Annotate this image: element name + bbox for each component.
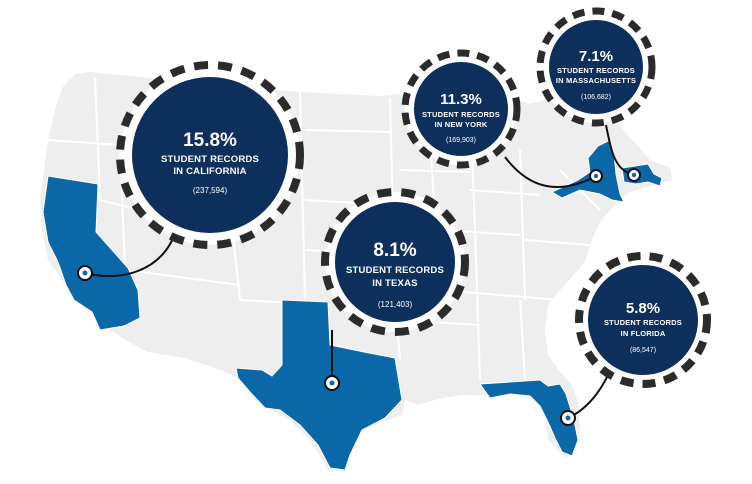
callout-line1: STUDENT RECORDS	[346, 265, 444, 276]
callout-texas: 8.1% STUDENT RECORDS IN TEXAS (121,403)	[321, 188, 469, 336]
state-texas	[235, 299, 403, 471]
callout-percent: 15.8%	[183, 130, 237, 151]
state-california	[42, 175, 141, 331]
callout-line1: STUDENT RECORDS	[161, 154, 259, 165]
callout-line2: IN TEXAS	[372, 278, 417, 289]
callout-percent: 5.8%	[626, 300, 660, 317]
callout-percent: 8.1%	[373, 240, 416, 261]
callout-florida: 5.8% STUDENT RECORDS IN FLORIDA (86,547)	[575, 252, 711, 388]
callout-count: (169,903)	[446, 137, 476, 144]
callout-line1: STUDENT RECORDS	[422, 110, 500, 119]
callout-california: 15.8% STUDENT RECORDS IN CALIFORNIA (237…	[116, 61, 304, 249]
callout-percent: 11.3%	[440, 91, 482, 108]
state-florida	[479, 379, 579, 457]
connector-california	[84, 233, 176, 277]
callout-line1: STUDENT RECORDS	[557, 66, 635, 75]
pin-icon	[77, 265, 93, 281]
callout-count: (121,403)	[378, 300, 413, 309]
callout-line2: IN MASSACHUSETTS	[556, 76, 636, 85]
pin-icon	[560, 410, 576, 426]
pin-icon	[589, 169, 603, 183]
callout-count: (86,547)	[630, 347, 656, 354]
callout-new-york: 11.3% STUDENT RECORDS IN NEW YORK (169,9…	[401, 49, 521, 169]
pin-icon	[627, 168, 641, 182]
markers	[77, 168, 641, 426]
callout-count: (237,594)	[193, 186, 228, 195]
callout-massachusetts: 7.1% STUDENT RECORDS IN MASSACHUSETTS (1…	[536, 7, 656, 127]
callout-line1: STUDENT RECORDS	[604, 318, 682, 327]
callout-line2: IN NEW YORK	[435, 120, 488, 129]
callout-line2: IN FLORIDA	[621, 329, 666, 338]
pin-icon	[324, 375, 340, 391]
callout-percent: 7.1%	[579, 48, 613, 65]
connector-new-york	[504, 156, 597, 189]
callout-count: (106,682)	[581, 94, 611, 101]
highlighted-states	[42, 139, 663, 471]
callout-line2: IN CALIFORNIA	[173, 166, 246, 177]
